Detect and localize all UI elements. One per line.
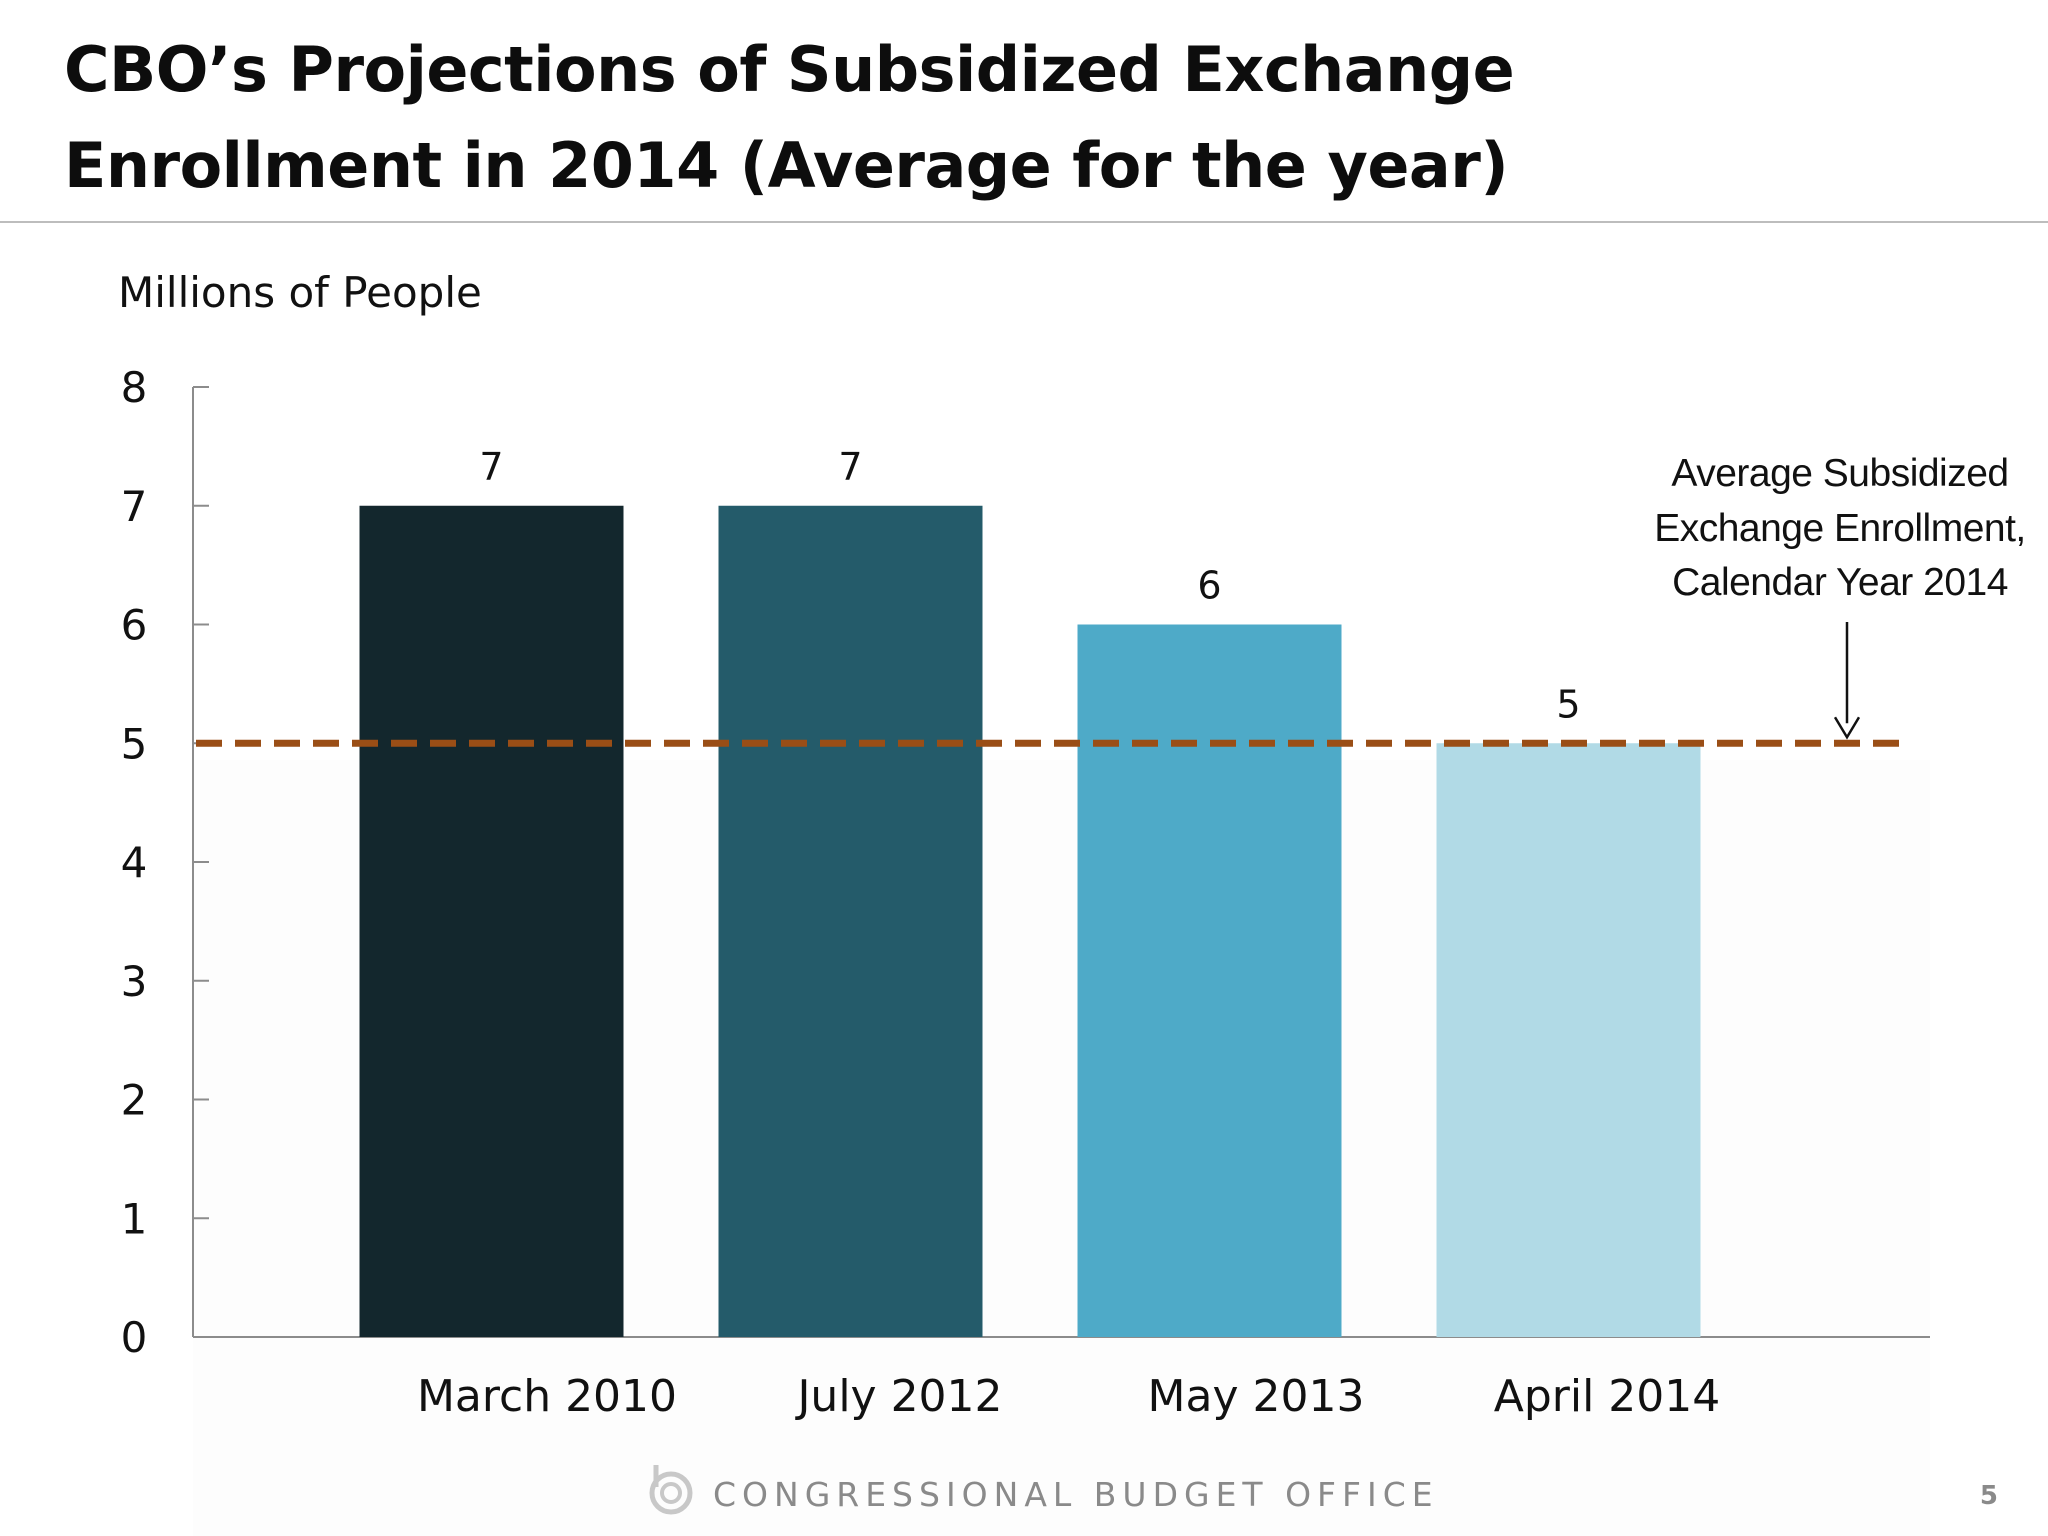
slide-title-line-1: CBO’s Projections of Subsidized Exchange: [64, 33, 1515, 106]
reference-annotation-line: Exchange Enrollment,: [1654, 507, 2026, 550]
x-category-label: May 2013: [1148, 1371, 1365, 1422]
reference-line-group: Average Subsidized Exchange Enrollment, Ca…: [196, 452, 2026, 747]
x-category-label: April 2014: [1494, 1371, 1721, 1422]
reference-annotation-line: Calendar Year 2014: [1672, 561, 2008, 604]
y-tick-label: 5: [121, 719, 148, 768]
slide-title-line-2: Enrollment in 2014 (Average for the year…: [64, 129, 1509, 202]
page-number: 5: [1980, 1481, 1998, 1511]
bar: [718, 505, 983, 1337]
x-category-label: July 2012: [794, 1371, 1002, 1422]
annotation-arrowhead: [1833, 716, 1861, 740]
bar: [1077, 624, 1342, 1337]
y-tick-label: 4: [121, 838, 148, 887]
reference-annotation-line: Average Subsidized: [1671, 452, 2008, 495]
bar-value-label: 7: [479, 445, 503, 489]
y-tick-label: 0: [121, 1313, 148, 1362]
footer: CONGRESSIONAL BUDGET OFFICE 5: [649, 1465, 1998, 1515]
y-tick-label: 8: [121, 363, 148, 412]
bar-value-label: 6: [1197, 564, 1221, 608]
bar: [1436, 743, 1701, 1337]
slide-title: CBO’s Projections of Subsidized Exchange…: [64, 22, 1914, 214]
bar: [359, 505, 624, 1337]
cbo-logo: [649, 1465, 693, 1515]
bar-value-label: 5: [1556, 682, 1580, 726]
title-divider: [0, 221, 2048, 223]
bar-value-label: 7: [838, 445, 862, 489]
x-category-label: March 2010: [417, 1371, 677, 1422]
bar-series: 7 March 2010 7 July 2012 6 May 2013 5 April 201…: [359, 445, 1721, 1422]
y-tick-label: 7: [121, 482, 148, 531]
y-tick-label: 6: [121, 601, 148, 650]
y-tick-label: 1: [121, 1194, 148, 1243]
y-tick-label: 2: [121, 1076, 148, 1125]
footer-org-name: CONGRESSIONAL BUDGET OFFICE: [713, 1475, 1439, 1514]
y-axis-title: Millions of People: [118, 268, 482, 317]
y-tick-label: 3: [121, 957, 148, 1006]
